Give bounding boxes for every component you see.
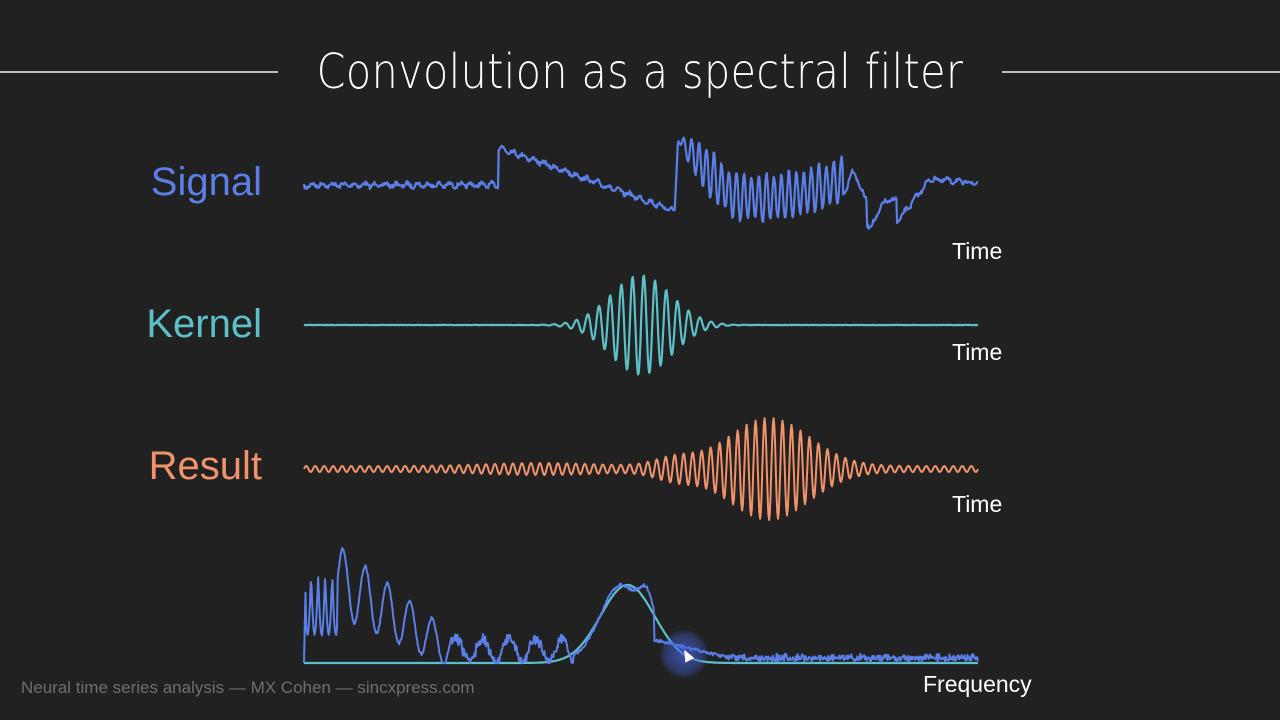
frequency-axis-label: Frequency bbox=[923, 671, 1032, 697]
title-rule-left bbox=[0, 71, 278, 73]
slide-title: Convolution as a spectral filter bbox=[316, 44, 964, 100]
kernel-spectrum-line bbox=[304, 583, 978, 665]
kernel-label: Kernel bbox=[146, 302, 262, 346]
signal-spectrum-line bbox=[303, 546, 979, 664]
footer-credit: Neural time series analysis — MX Cohen —… bbox=[21, 678, 475, 697]
cursor-highlight bbox=[660, 630, 708, 678]
signal-label: Signal bbox=[150, 160, 262, 204]
result-time-axis-label: Time bbox=[952, 491, 1003, 517]
result-label: Result bbox=[148, 444, 262, 488]
title-rule-right bbox=[1002, 71, 1280, 73]
result-waveform bbox=[303, 417, 979, 521]
kernel-time-axis-label: Time bbox=[952, 339, 1003, 365]
signal-waveform bbox=[302, 136, 979, 230]
kernel-waveform bbox=[303, 274, 979, 376]
signal-time-axis-label: Time bbox=[952, 238, 1003, 264]
